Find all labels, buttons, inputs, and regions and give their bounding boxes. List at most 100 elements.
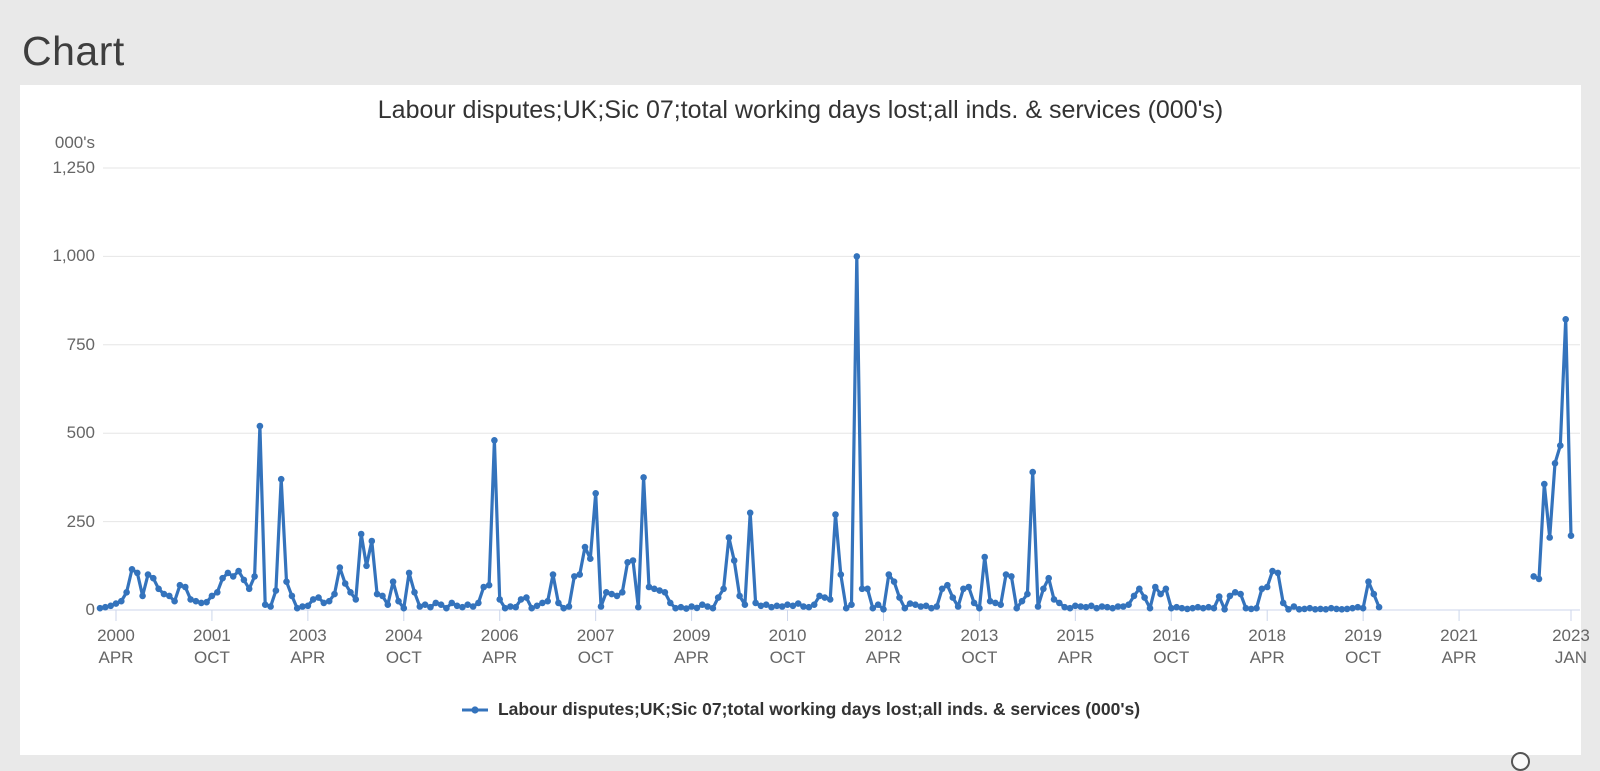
data-point[interactable] <box>608 590 615 598</box>
data-point[interactable] <box>1311 606 1319 613</box>
data-point[interactable] <box>619 589 626 596</box>
data-point[interactable] <box>1290 603 1298 610</box>
data-point[interactable] <box>155 585 162 593</box>
data-point[interactable] <box>970 599 978 607</box>
data-point[interactable] <box>800 603 807 610</box>
data-point[interactable] <box>448 599 456 607</box>
data-point[interactable] <box>501 604 509 612</box>
data-point[interactable] <box>1354 603 1362 611</box>
data-point[interactable] <box>1253 604 1260 612</box>
data-point[interactable] <box>320 599 328 607</box>
data-point[interactable] <box>1184 605 1191 613</box>
data-point[interactable] <box>459 603 466 611</box>
data-point[interactable] <box>144 571 152 578</box>
data-point[interactable] <box>315 594 322 601</box>
data-point[interactable] <box>704 603 711 610</box>
data-point[interactable] <box>214 589 221 596</box>
data-point[interactable] <box>912 601 919 608</box>
data-point[interactable] <box>150 574 157 582</box>
data-point[interactable] <box>736 592 743 600</box>
data-point[interactable] <box>1045 574 1052 582</box>
data-point[interactable] <box>347 589 354 596</box>
data-point[interactable] <box>1215 593 1223 600</box>
data-point[interactable] <box>1301 605 1308 613</box>
data-point[interactable] <box>890 578 898 585</box>
data-point[interactable] <box>1322 606 1330 613</box>
data-point[interactable] <box>1034 603 1042 610</box>
data-point[interactable] <box>635 603 642 611</box>
data-point[interactable] <box>901 604 909 612</box>
data-point[interactable] <box>166 592 173 600</box>
data-point[interactable] <box>1237 590 1244 598</box>
data-point[interactable] <box>533 602 541 610</box>
data-point[interactable] <box>453 602 461 610</box>
data-point[interactable] <box>826 596 834 603</box>
data-point[interactable] <box>976 604 983 612</box>
data-point[interactable] <box>1258 585 1266 593</box>
data-point[interactable] <box>1178 604 1186 612</box>
data-point[interactable] <box>693 604 701 612</box>
data-point[interactable] <box>1109 604 1116 612</box>
data-point[interactable] <box>997 601 1004 608</box>
data-point[interactable] <box>789 602 797 610</box>
data-point[interactable] <box>1173 603 1180 611</box>
data-point[interactable] <box>112 600 120 607</box>
data-point[interactable] <box>134 569 141 577</box>
data-point[interactable] <box>1226 592 1234 600</box>
data-point[interactable] <box>102 603 109 611</box>
data-point[interactable] <box>794 600 802 607</box>
data-point[interactable] <box>528 604 535 612</box>
data-point[interactable] <box>171 597 178 605</box>
data-point[interactable] <box>437 601 445 608</box>
data-point[interactable] <box>592 490 599 497</box>
data-point[interactable] <box>395 597 402 605</box>
data-point[interactable] <box>1066 604 1074 612</box>
data-point[interactable] <box>699 601 706 608</box>
data-point[interactable] <box>1093 604 1100 612</box>
data-point[interactable] <box>1285 606 1292 613</box>
data-point[interactable] <box>128 566 136 573</box>
data-point[interactable] <box>421 601 429 608</box>
data-point[interactable] <box>400 604 408 612</box>
data-point[interactable] <box>810 601 818 608</box>
data-point[interactable] <box>864 585 871 593</box>
data-point[interactable] <box>1231 589 1239 596</box>
data-point[interactable] <box>507 603 514 610</box>
data-point[interactable] <box>1370 590 1378 598</box>
data-point[interactable] <box>1530 573 1537 580</box>
data-point[interactable] <box>1295 606 1303 613</box>
data-point[interactable] <box>1098 603 1106 610</box>
data-point[interactable] <box>357 530 365 538</box>
data-point[interactable] <box>549 571 557 578</box>
data-point[interactable] <box>523 594 530 601</box>
data-point[interactable] <box>539 599 546 607</box>
data-point[interactable] <box>389 578 397 585</box>
data-point[interactable] <box>1279 599 1287 607</box>
data-point[interactable] <box>986 597 994 605</box>
data-point[interactable] <box>576 571 583 578</box>
data-point[interactable] <box>842 604 850 612</box>
data-point[interactable] <box>784 601 791 608</box>
data-point[interactable] <box>624 559 631 566</box>
data-point[interactable] <box>1130 592 1138 600</box>
data-point[interactable] <box>352 596 360 603</box>
data-point[interactable] <box>848 601 855 608</box>
data-point[interactable] <box>1040 585 1047 593</box>
data-point[interactable] <box>432 599 440 607</box>
data-point[interactable] <box>1269 567 1276 575</box>
data-point[interactable] <box>240 576 248 584</box>
data-point[interactable] <box>816 592 823 600</box>
data-point[interactable] <box>267 603 274 610</box>
data-point[interactable] <box>464 601 472 608</box>
data-point[interactable] <box>107 602 114 610</box>
data-point[interactable] <box>725 534 733 541</box>
data-point[interactable] <box>1551 460 1559 467</box>
data-point[interactable] <box>778 603 786 610</box>
data-point[interactable] <box>933 603 941 610</box>
data-point[interactable] <box>480 583 488 591</box>
data-point[interactable] <box>1029 468 1036 476</box>
data-point[interactable] <box>688 603 695 610</box>
data-point[interactable] <box>677 603 685 611</box>
data-point[interactable] <box>1018 597 1026 605</box>
data-point[interactable] <box>1306 604 1314 612</box>
